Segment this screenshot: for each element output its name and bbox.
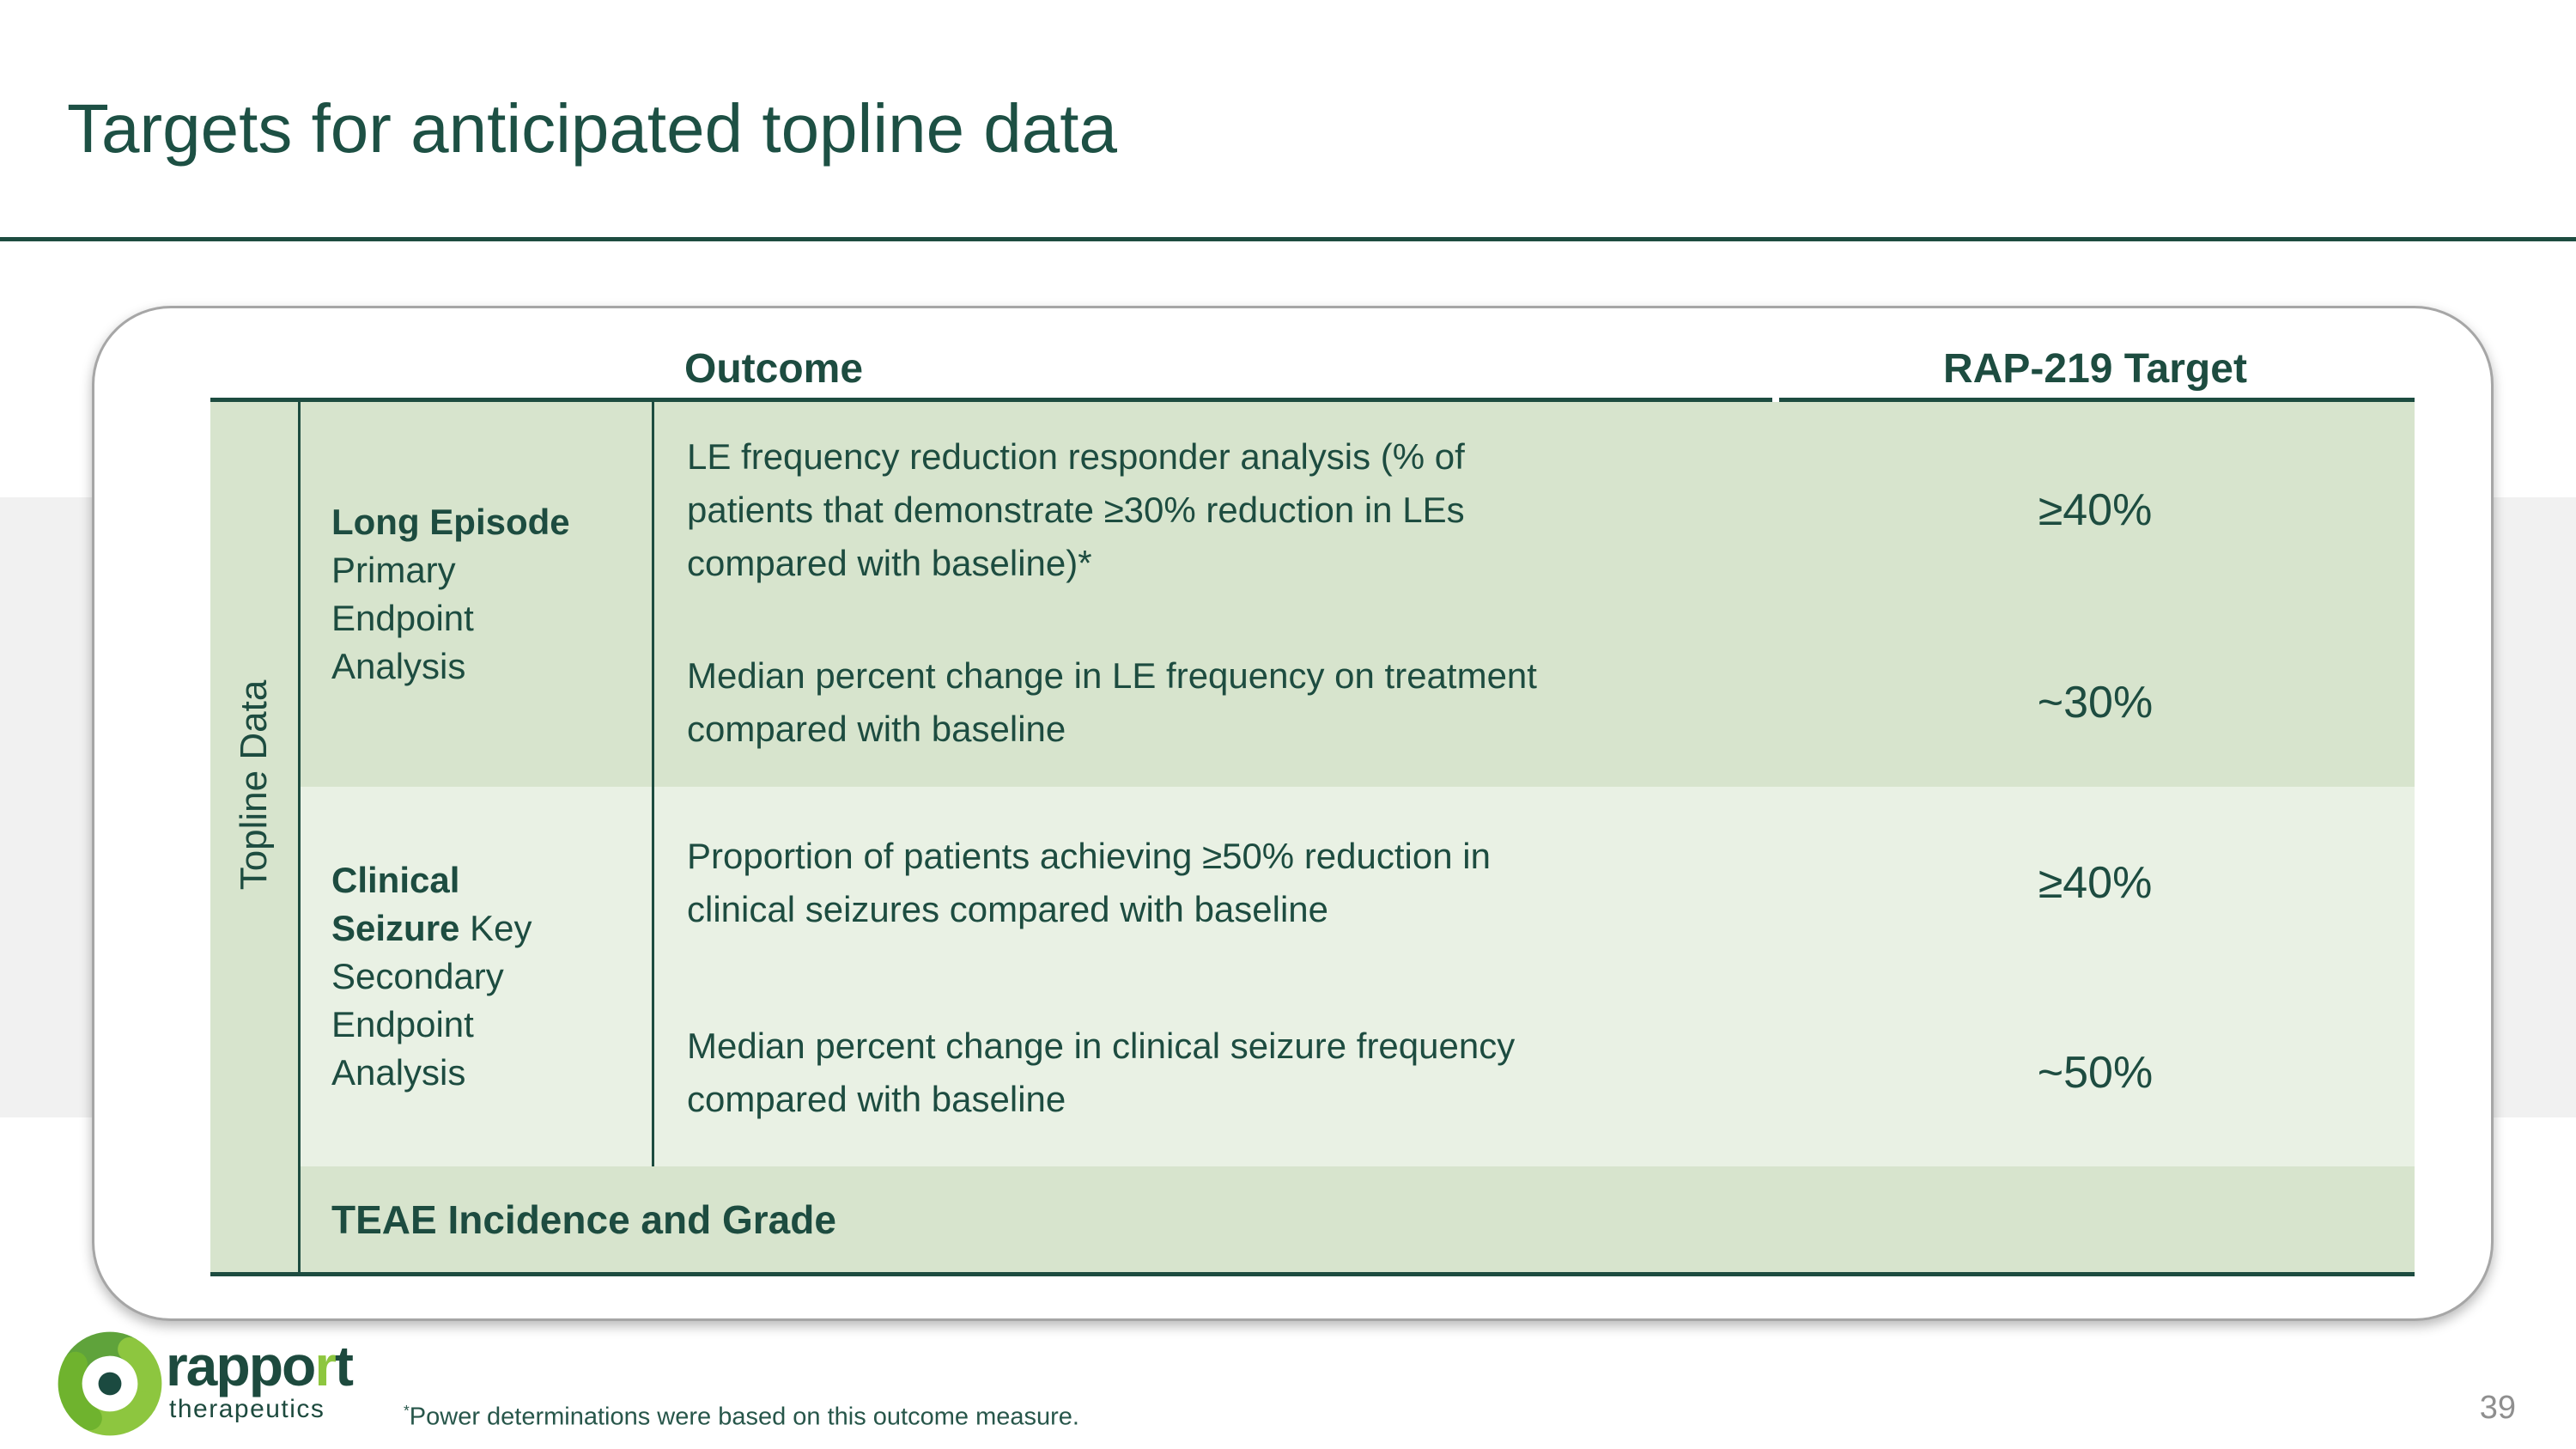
row-label-line: Seizure Key: [331, 908, 532, 948]
footnote: *Power determinations were based on this…: [404, 1402, 1079, 1432]
target-value-seizure-median-change: ~50%: [1776, 979, 2415, 1166]
row-label-line: Endpoint: [331, 598, 474, 638]
row-label-line: Analysis: [331, 1052, 466, 1093]
logo-subtext: therapeutics: [169, 1395, 325, 1423]
outcome-cell-seizure-responder: Proportion of patients achieving ≥50% re…: [654, 787, 1776, 979]
column-header-target: RAP-219 Target: [1943, 346, 2247, 392]
row-label-line: Analysis: [331, 646, 466, 686]
page-number: 39: [2479, 1390, 2516, 1426]
outcome-cell-seizure-median-change: Median percent change in clinical seizur…: [654, 979, 1776, 1166]
outcome-cell-le-responder: LE frequency reduction responder analysi…: [654, 402, 1776, 618]
row-label-line: Endpoint: [331, 1004, 474, 1044]
target-value-le-responder: ≥40%: [1776, 402, 2415, 618]
topline-data-side-cell: Topline Data: [210, 402, 301, 1272]
pinwheel-flower-icon: [58, 1331, 162, 1436]
row-label-line: Clinical: [331, 860, 460, 900]
rapport-logo: rapport therapeutics: [58, 1331, 538, 1443]
row-label-line: Primary: [331, 550, 456, 590]
target-value-le-median-change: ~30%: [1776, 618, 2415, 787]
outcome-cell-le-median-change: Median percent change in LE frequency on…: [654, 618, 1776, 787]
page-title: Targets for anticipated topline data: [67, 90, 1118, 167]
targets-table: Topline Data Long Episode Primary Endpoint…: [210, 402, 2415, 1272]
footnote-marker: *: [404, 1402, 410, 1419]
table-bottom-border: [210, 1272, 2415, 1276]
table-top-border-left: [210, 398, 1772, 402]
logo-wordmark: rapport: [166, 1333, 354, 1398]
logo-word-part2: t: [335, 1334, 354, 1397]
clinical-seizure-row-label: Clinical Seizure Key Secondary Endpoint Anal…: [301, 787, 654, 1166]
title-divider: [0, 237, 2576, 241]
target-value-seizure-responder: ≥40%: [1776, 787, 2415, 979]
logo-word-accent: r: [314, 1334, 337, 1397]
logo-word-part1: rappo: [166, 1334, 316, 1397]
long-episode-row-label: Long Episode Primary Endpoint Analysis: [301, 402, 654, 787]
table-top-border-right: [1779, 398, 2415, 402]
row-label-line: Long Episode: [331, 502, 570, 542]
topline-data-vertical-label: Topline Data: [233, 679, 275, 891]
footnote-text: Power determinations were based on this …: [409, 1403, 1079, 1431]
column-header-outcome: Outcome: [684, 346, 864, 392]
teae-row: TEAE Incidence and Grade: [301, 1166, 2415, 1272]
row-label-line: Secondary: [331, 956, 504, 996]
